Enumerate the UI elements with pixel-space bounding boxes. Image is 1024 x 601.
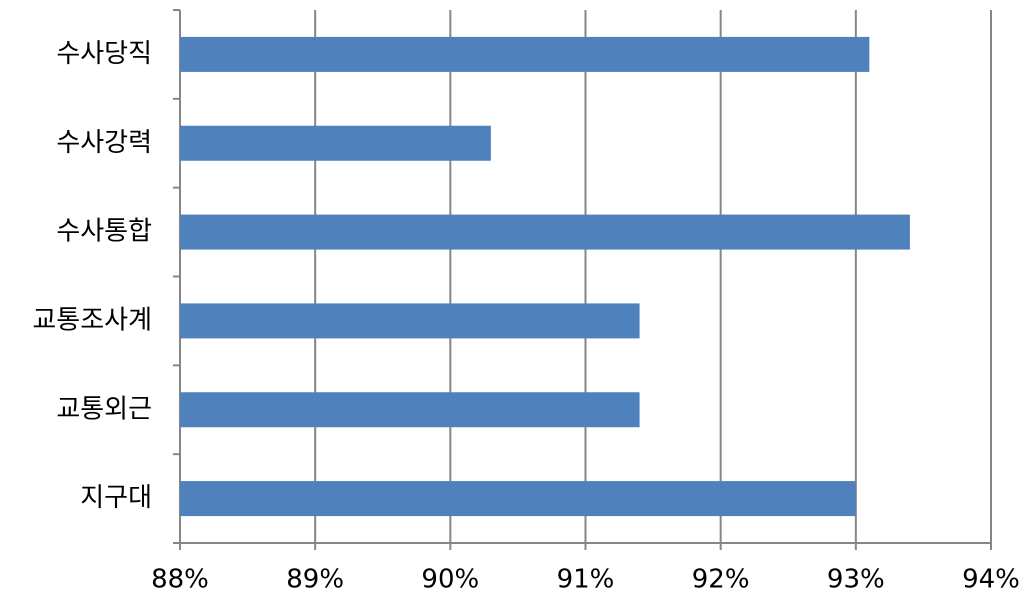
x-tick-label: 88% [151, 565, 209, 595]
y-tick-label: 수사당직 [56, 39, 152, 69]
bar [180, 125, 491, 161]
x-tick-label: 94% [962, 565, 1020, 595]
bar [180, 481, 856, 517]
y-tick-label: 지구대 [80, 483, 152, 513]
x-tick-label: 93% [827, 565, 885, 595]
y-tick-label: 수사강력 [56, 128, 152, 158]
y-tick-label: 교통조사계 [32, 305, 152, 335]
y-tick-label: 교통외근 [56, 394, 152, 424]
y-tick-label: 수사통합 [56, 217, 152, 247]
x-tick-label: 91% [557, 565, 615, 595]
bar [180, 36, 870, 72]
x-tick-label: 90% [421, 565, 479, 595]
x-tick-label: 89% [286, 565, 344, 595]
x-tick-label: 92% [692, 565, 750, 595]
bar [180, 303, 640, 339]
bar [180, 214, 910, 250]
bar [180, 392, 640, 428]
